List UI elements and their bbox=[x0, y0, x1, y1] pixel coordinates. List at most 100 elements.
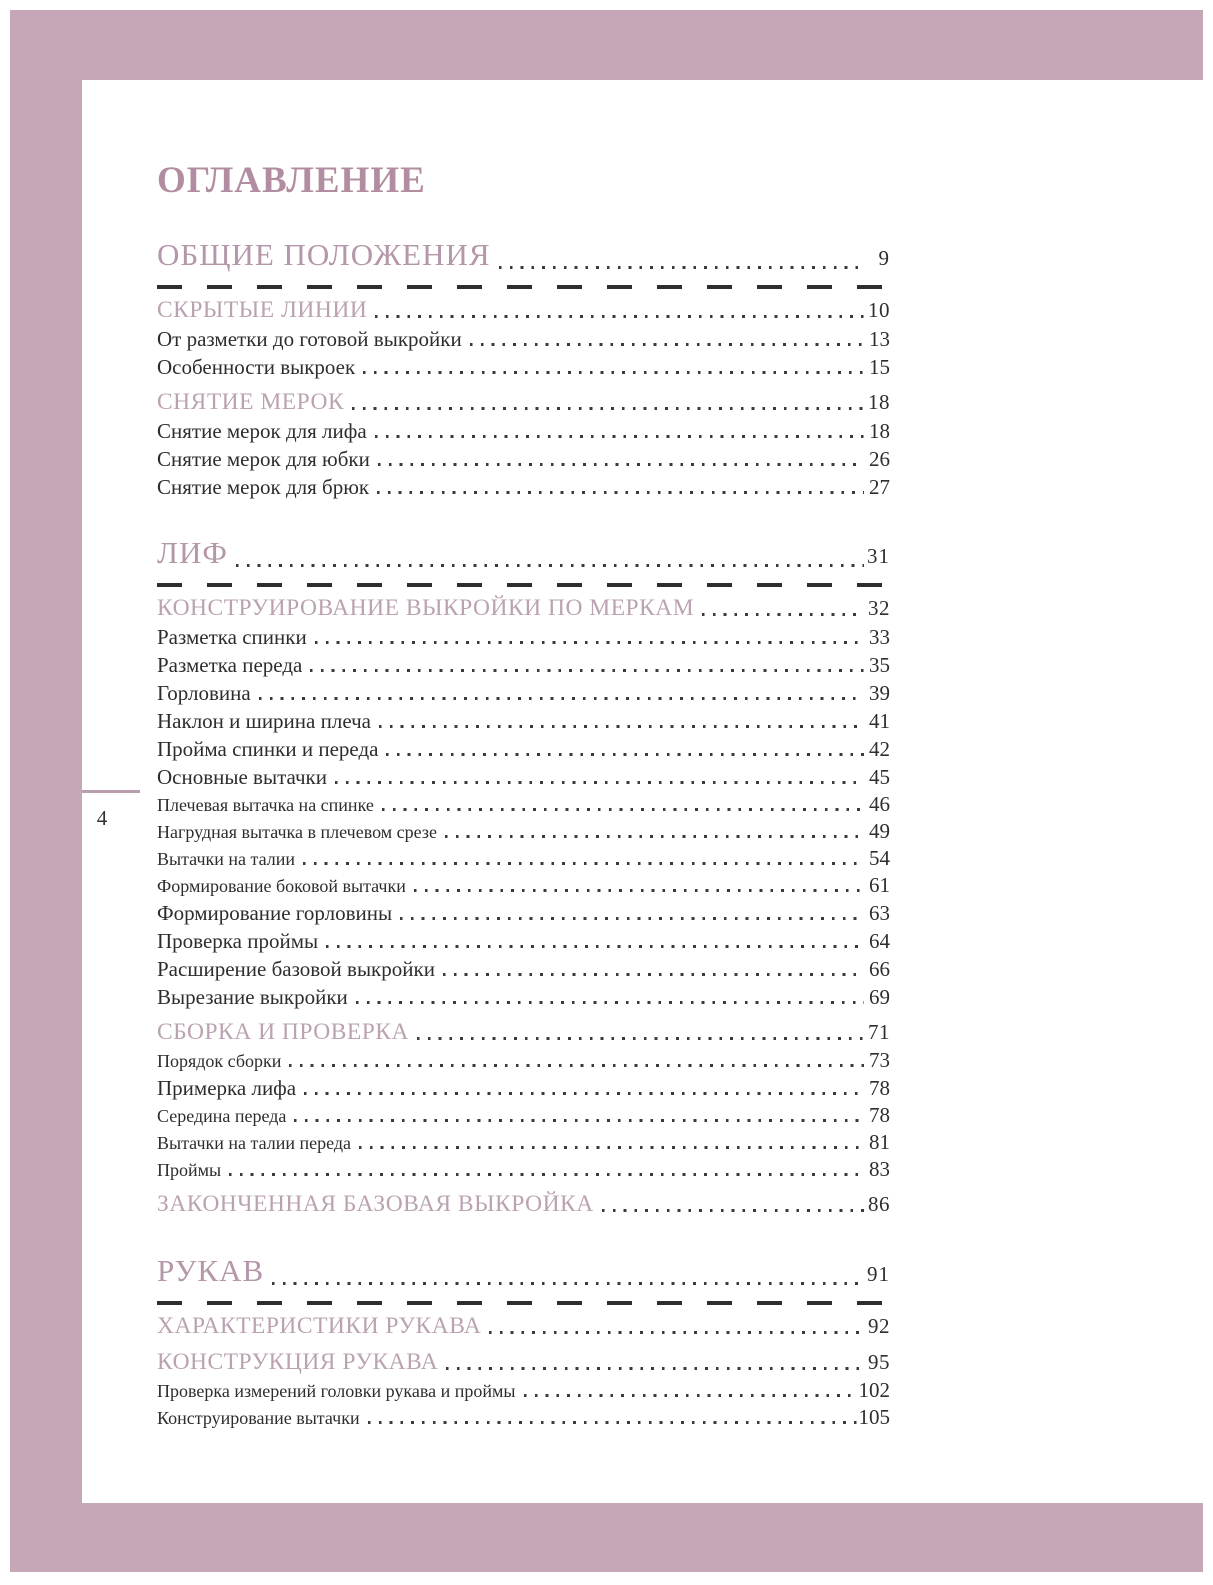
frame-band-left bbox=[10, 10, 82, 1572]
dotted-leader bbox=[374, 434, 864, 438]
dotted-leader bbox=[601, 1208, 864, 1212]
toc-entry-item: Горловина 39 bbox=[157, 679, 890, 707]
toc-entry-label: Пройма спинки и переда bbox=[157, 736, 379, 761]
toc-entry-label: Расширение базовой выкройки bbox=[157, 956, 435, 981]
toc-entry-page: 54 bbox=[869, 845, 890, 870]
toc-entry-label: Порядок сборки bbox=[157, 1050, 282, 1071]
toc-entry-item: Проверка проймы 64 bbox=[157, 927, 890, 955]
dotted-leader bbox=[310, 668, 864, 672]
toc-entry-item: Формирование горловины 63 bbox=[157, 899, 890, 927]
dotted-leader bbox=[379, 724, 864, 728]
toc-entry-label: СКРЫТЫЕ ЛИНИИ bbox=[157, 296, 368, 323]
toc-entry-label: Плечевая вытачка на спинке bbox=[157, 794, 374, 815]
toc-entry-subitem: Плечевая вытачка на спинке 46 bbox=[157, 791, 890, 818]
folio-page-number: 4 bbox=[96, 806, 108, 830]
toc-entry-page: 95 bbox=[868, 1349, 890, 1374]
toc-entry-label: РУКАВ bbox=[157, 1252, 265, 1288]
toc-entry-item: Снятие мерок для брюк 27 bbox=[157, 473, 890, 501]
dotted-leader bbox=[363, 370, 864, 374]
toc-entry-page: 33 bbox=[869, 624, 890, 649]
toc-entry-item: Примерка лифа 78 bbox=[157, 1074, 890, 1102]
dotted-leader bbox=[335, 780, 864, 784]
dotted-leader bbox=[367, 1420, 857, 1424]
frame-band-bottom bbox=[10, 1503, 1203, 1572]
toc-entry-page: 49 bbox=[869, 818, 890, 843]
dashed-rule bbox=[157, 1300, 890, 1305]
dotted-leader bbox=[377, 490, 864, 494]
toc-entry-label: Наклон и ширина плеча bbox=[157, 708, 371, 733]
toc-entry-label: Снятие мерок для брюк bbox=[157, 474, 370, 499]
dotted-leader bbox=[289, 1063, 864, 1067]
toc-entry-section: КОНСТРУКЦИЯ РУКАВА 95 bbox=[157, 1347, 890, 1377]
toc-entry-chapter: РУКАВ 91 bbox=[157, 1251, 890, 1294]
toc-entry-page: 86 bbox=[868, 1191, 890, 1216]
toc-entry-subitem: Нагрудная вытачка в плечевом срезе 49 bbox=[157, 818, 890, 845]
toc-entry-page: 64 bbox=[869, 928, 890, 953]
toc-entry-page: 83 bbox=[869, 1156, 890, 1181]
toc-entry-label: Снятие мерок для лифа bbox=[157, 418, 367, 443]
toc-entry-section: СНЯТИЕ МЕРОК 18 bbox=[157, 387, 890, 417]
toc-entry-label: Разметка спинки bbox=[157, 624, 307, 649]
dotted-leader bbox=[400, 916, 864, 920]
dotted-leader bbox=[489, 1330, 864, 1334]
toc-entry-page: 13 bbox=[869, 326, 890, 351]
toc-entry-section: ЗАКОНЧЕННАЯ БАЗОВАЯ ВЫКРОЙКА 86 bbox=[157, 1189, 890, 1219]
frame-band-top bbox=[10, 10, 1203, 80]
dotted-leader bbox=[355, 1000, 864, 1004]
toc-entry-section: СКРЫТЫЕ ЛИНИИ 10 bbox=[157, 295, 890, 325]
toc-entry-label: Нагрудная вытачка в плечевом срезе bbox=[157, 821, 437, 842]
toc-entry-chapter: ОБЩИЕ ПОЛОЖЕНИЯ 9 bbox=[157, 235, 890, 278]
toc-entry-section: ХАРАКТЕРИСТИКИ РУКАВА 92 bbox=[157, 1311, 890, 1341]
toc-entry-item: Наклон и ширина плеча 41 bbox=[157, 707, 890, 735]
dotted-leader bbox=[258, 696, 864, 700]
toc-entry-page: 46 bbox=[869, 791, 890, 816]
toc-entry-label: Формирование боковой вытачки bbox=[157, 875, 406, 896]
toc-entry-label: Снятие мерок для юбки bbox=[157, 446, 370, 471]
toc-entry-page: 9 bbox=[878, 245, 890, 270]
toc-entry-label: Середина переда bbox=[157, 1105, 287, 1126]
toc-entry-chapter: ЛИФ 31 bbox=[157, 533, 890, 576]
dotted-leader bbox=[229, 1172, 864, 1176]
toc-entry-label: Горловина bbox=[157, 680, 251, 705]
toc-entry-item: Основные вытачки 45 bbox=[157, 763, 890, 791]
toc-entry-label: Примерка лифа bbox=[157, 1075, 297, 1100]
toc-entry-page: 81 bbox=[869, 1129, 890, 1154]
toc-entry-item: Вырезание выкройки 69 bbox=[157, 983, 890, 1011]
toc-entry-page: 45 bbox=[869, 764, 890, 789]
toc-entry-page: 15 bbox=[869, 354, 890, 379]
toc-entry-page: 39 bbox=[869, 680, 890, 705]
dotted-leader bbox=[377, 462, 864, 466]
toc-entry-label: Вытачки на талии переда bbox=[157, 1132, 352, 1153]
toc-entry-item: Разметка переда 35 bbox=[157, 651, 890, 679]
toc-entry-item: Снятие мерок для юбки 26 bbox=[157, 445, 890, 473]
toc-entry-subitem: Вытачки на талии переда 81 bbox=[157, 1129, 890, 1156]
toc-entry-page: 71 bbox=[868, 1019, 890, 1044]
toc-entry-subitem: Вытачки на талии 54 bbox=[157, 845, 890, 872]
dotted-leader bbox=[235, 563, 864, 567]
toc-entry-label: КОНСТРУИРОВАНИЕ ВЫКРОЙКИ ПО МЕРКАМ bbox=[157, 594, 695, 621]
toc-entry-page: 10 bbox=[868, 297, 890, 322]
toc-entry-page: 69 bbox=[869, 984, 890, 1009]
toc-entry-item: Снятие мерок для лифа 18 bbox=[157, 417, 890, 445]
dotted-leader bbox=[498, 265, 864, 269]
toc-entry-page: 41 bbox=[869, 708, 890, 733]
toc-entry-subitem: Порядок сборки 73 bbox=[157, 1047, 890, 1074]
toc-entry-page: 26 bbox=[869, 446, 890, 471]
toc-entry-item: От разметки до готовой выкройки 13 bbox=[157, 325, 890, 353]
toc-entry-page: 78 bbox=[869, 1075, 890, 1100]
folio-marker-line bbox=[82, 790, 140, 793]
dotted-leader bbox=[294, 1118, 864, 1122]
toc-entry-item: Особенности выкроек 15 bbox=[157, 353, 890, 381]
toc-entry-item: Расширение базовой выкройки 66 bbox=[157, 955, 890, 983]
toc-entry-page: 73 bbox=[869, 1047, 890, 1072]
toc-entry-page: 27 bbox=[869, 474, 890, 499]
toc-entry-label: Вытачки на талии bbox=[157, 848, 295, 869]
dotted-leader bbox=[386, 752, 864, 756]
toc-entry-label: Вырезание выкройки bbox=[157, 984, 348, 1009]
toc-entry-label: ЛИФ bbox=[157, 534, 228, 570]
dotted-leader bbox=[352, 406, 864, 410]
dotted-leader bbox=[523, 1393, 857, 1397]
toc-entry-page: 78 bbox=[869, 1102, 890, 1127]
toc-entry-subitem: Конструирование вытачки 105 bbox=[157, 1404, 890, 1431]
dotted-leader bbox=[444, 834, 864, 838]
